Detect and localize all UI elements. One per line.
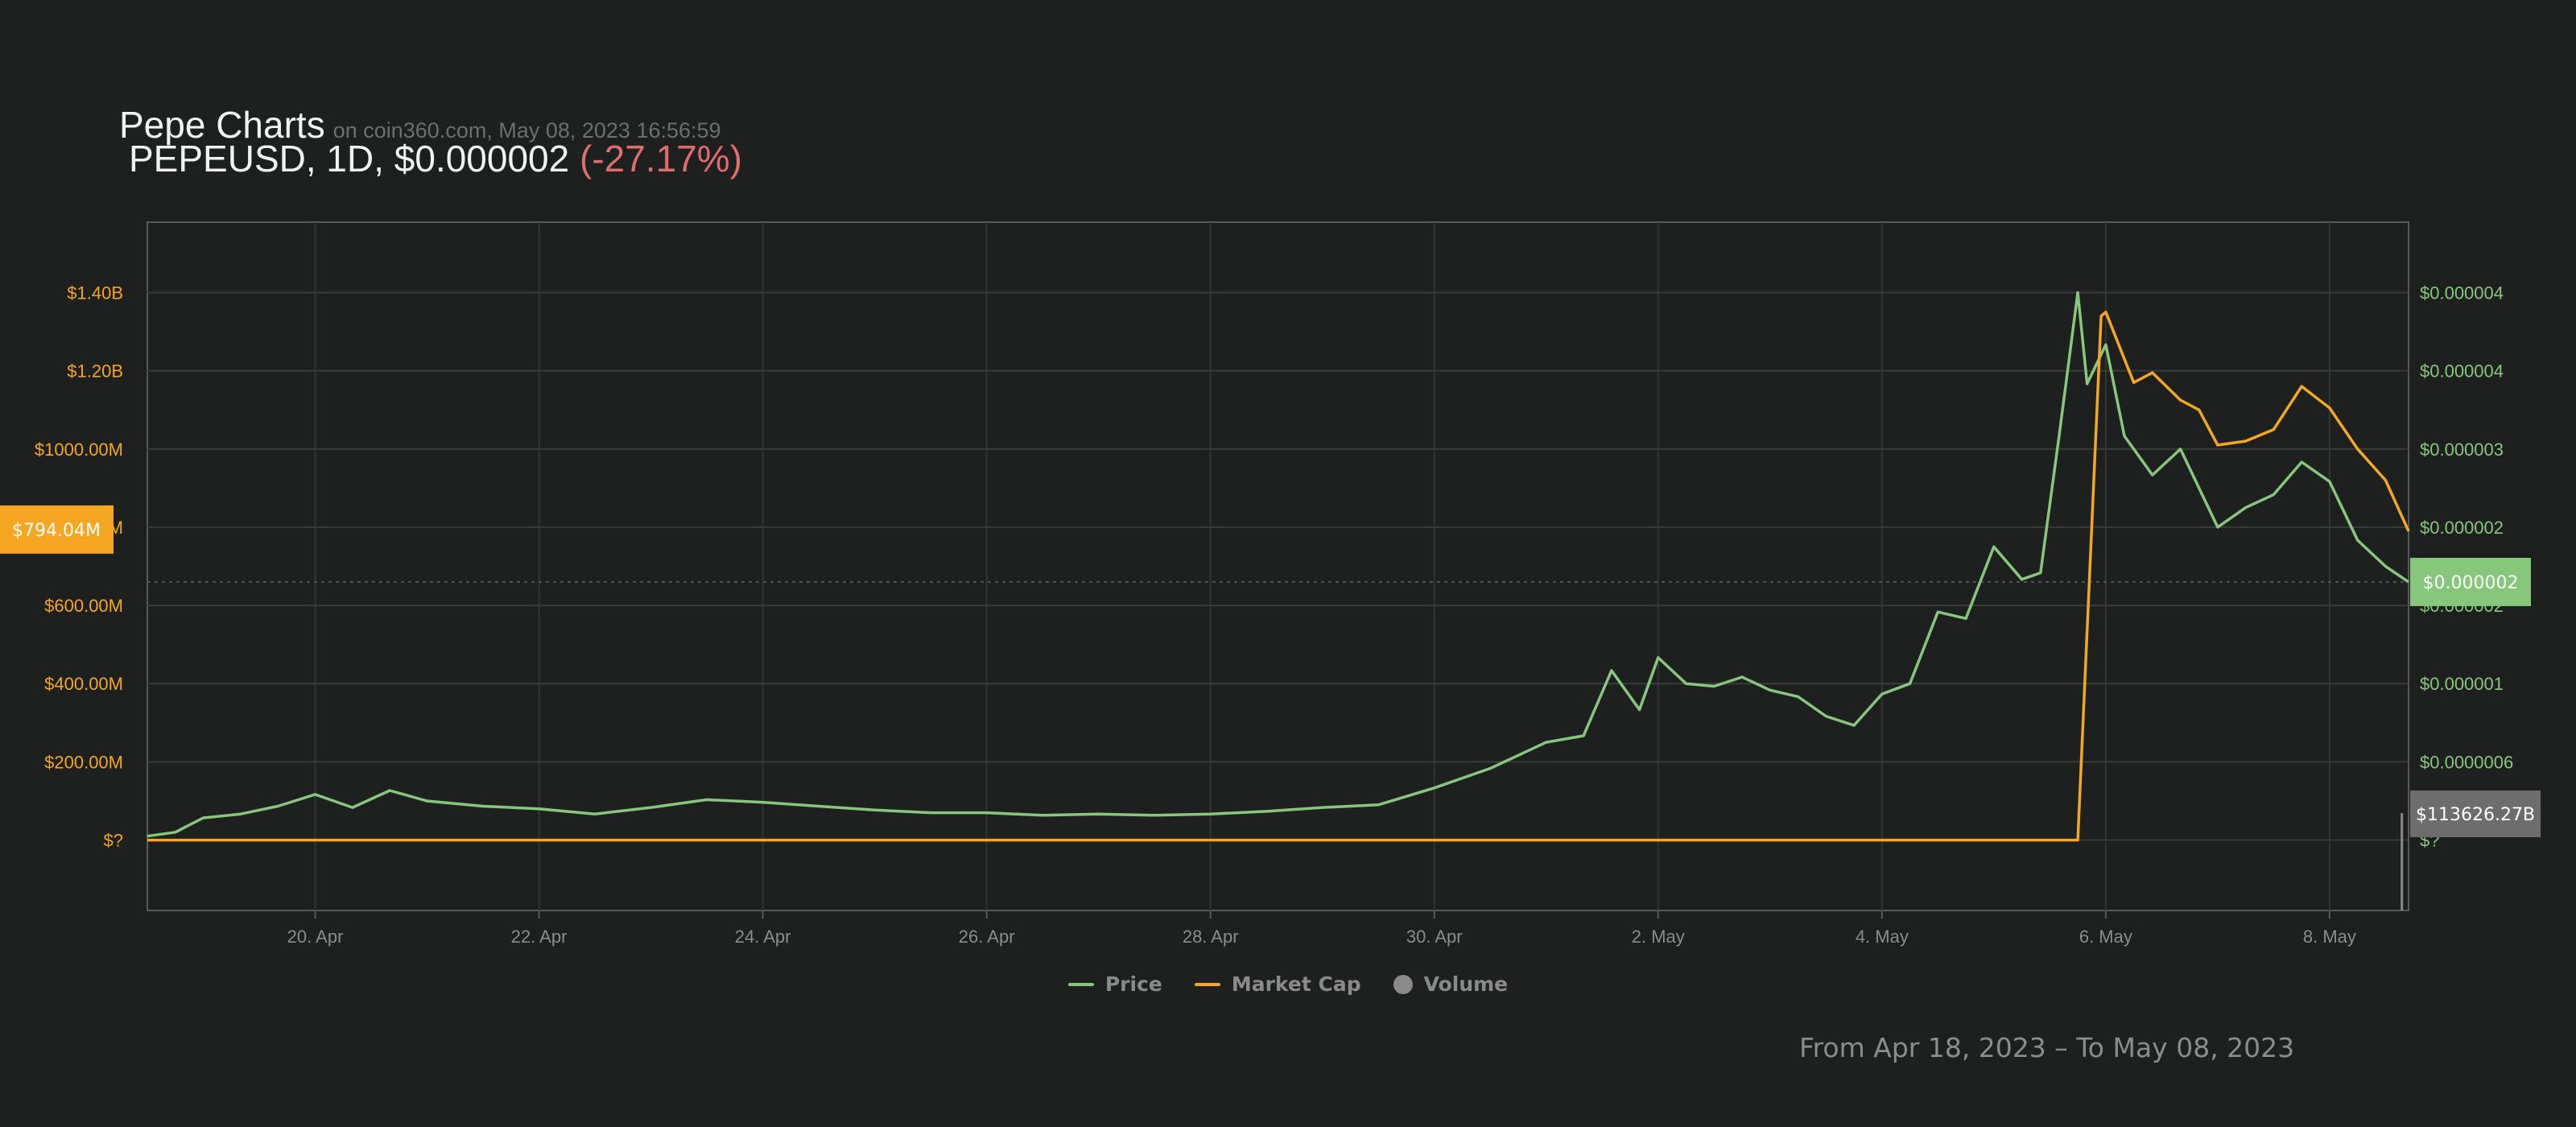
- x-tick-label: 26. Apr: [959, 927, 1015, 947]
- series-layer: [147, 291, 2410, 910]
- volume-marker: [2410, 791, 2541, 837]
- y-left-tick-label: $1.40B: [67, 283, 123, 303]
- y-right-tick-label: $0.000002: [2420, 518, 2504, 538]
- market-cap-marker: [0, 505, 114, 554]
- x-tick-label: 20. Apr: [287, 927, 344, 947]
- y-left-tick-label: $1000.00M: [35, 440, 123, 460]
- x-tick-label: 4. May: [1856, 927, 1909, 947]
- y-right-tick-label: $0.000003: [2420, 440, 2504, 460]
- y-axis-left: $?$200.00M$400.00M$600.00M$800.00M$1000.…: [35, 283, 123, 850]
- x-axis: 20. Apr 22. Apr 24. Apr 26. Apr 28. Apr 30. A…: [287, 910, 2356, 947]
- y-left-tick-label: $200.00M: [44, 752, 123, 772]
- x-tick-label: 22. Apr: [511, 927, 568, 947]
- legend-item-market-cap[interactable]: Market Cap: [1194, 972, 1361, 996]
- x-tick-label: 6. May: [2079, 927, 2132, 947]
- price-marker-label: $0.000002: [2423, 573, 2519, 593]
- y-axis-right: $?$0.0000006$0.000001$0.000002$0.000002$…: [2420, 283, 2513, 850]
- y-left-tick-label: $?: [104, 831, 123, 851]
- series-market-cap-line: [147, 310, 2410, 842]
- axis-markers: $794.04M $0.000002 $113626.27B: [0, 505, 2541, 837]
- x-tick-label: 24. Apr: [735, 927, 791, 947]
- x-tick-label: 8. May: [2303, 927, 2356, 947]
- y-right-tick-label: $0.000004: [2420, 361, 2504, 382]
- legend-item-price[interactable]: Price: [1067, 972, 1162, 996]
- legend-label: Volume: [1423, 972, 1509, 996]
- x-tick-label: 30. Apr: [1406, 927, 1463, 947]
- y-left-tick-label: $1.20B: [67, 361, 123, 382]
- chart-title: Pepe Charts: [119, 104, 325, 146]
- price-marker: [2410, 557, 2531, 606]
- legend-label: Market Cap: [1231, 972, 1361, 996]
- price-line-icon: [1067, 982, 1094, 986]
- series-price-line: [147, 291, 2409, 838]
- legend-item-volume[interactable]: Volume: [1393, 972, 1509, 996]
- pair-price: PEPEUSD, 1D, $0.000002: [129, 138, 570, 180]
- market-cap-marker-label: $794.04M: [12, 521, 101, 541]
- plot-frame: [147, 221, 2409, 911]
- market-cap-line-icon: [1194, 982, 1220, 986]
- y-right-tick-label: $0.000004: [2420, 283, 2504, 303]
- legend: Price Market Cap Volume: [0, 972, 2576, 996]
- y-left-tick-label: $600.00M: [44, 596, 123, 616]
- chart-header: Pepe Charts on coin360.com, May 08, 2023 …: [119, 103, 742, 180]
- date-range: From Apr 18, 2023 – To May 08, 2023: [1799, 1032, 2295, 1063]
- y-right-tick-label: $0.0000006: [2420, 752, 2513, 772]
- volume-marker-label: $113626.27B: [2416, 805, 2535, 825]
- x-tick-label: 28. Apr: [1183, 927, 1239, 947]
- chart-source: on coin360.com, May 08, 2023 16:56:59: [332, 118, 721, 142]
- volume-dot-icon: [1393, 974, 1413, 994]
- y-left-tick-label: $400.00M: [44, 674, 123, 694]
- y-right-tick-label: $0.000001: [2420, 674, 2504, 694]
- legend-label: Price: [1104, 972, 1162, 996]
- price-change: (-27.17%): [580, 138, 742, 180]
- grid: [147, 221, 2409, 911]
- x-tick-label: 2. May: [1632, 927, 1685, 947]
